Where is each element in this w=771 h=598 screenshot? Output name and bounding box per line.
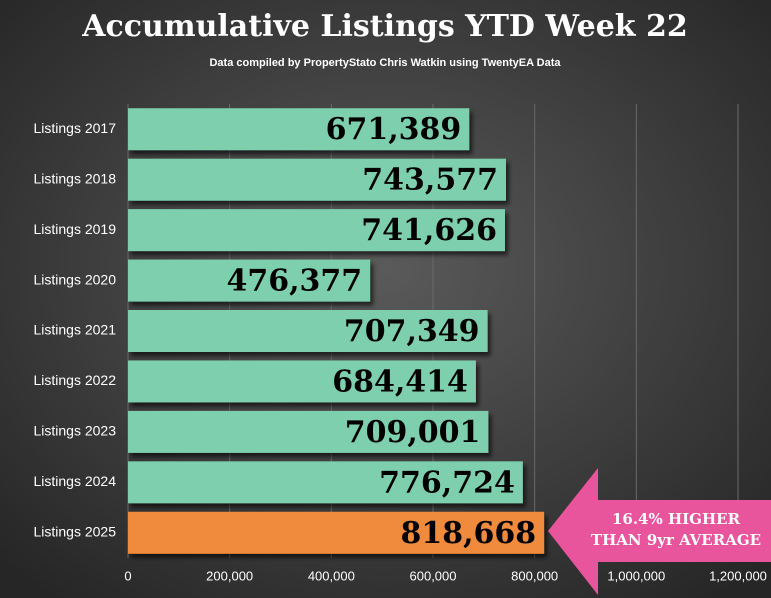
bar [128,410,489,453]
chart-subtitle: Data compiled by PropertyStato Chris Wat… [209,57,561,69]
bar [128,360,476,403]
data-label: 743,577 [362,163,498,198]
x-tick-label: 1,000,000 [607,568,665,583]
chart-title: Accumulative Listings YTD Week 22 [81,9,688,44]
data-label: 741,626 [361,213,497,248]
data-label: 684,414 [332,364,468,399]
x-tick-label: 600,000 [410,568,457,583]
x-tick-label: 200,000 [206,568,253,583]
x-tick-label: 1,200,000 [709,568,767,583]
x-tick-label: 0 [124,568,131,583]
data-label: 709,001 [345,415,481,450]
bar [128,310,488,352]
bar [128,259,371,302]
annotation-text: THAN 9yr AVERAGE [591,531,761,549]
bar [128,209,505,252]
annotation-text: 16.4% HIGHER [612,510,741,528]
y-tick-label: Listings 2021 [33,322,116,338]
y-tick-label: Listings 2024 [33,473,116,489]
annotation: 16.4% HIGHER THAN 9yr AVERAGE [548,468,771,595]
bar [128,461,523,504]
y-tick-label: Listings 2020 [33,271,116,287]
annotation-arrow [548,468,771,595]
y-tick-label: Listings 2023 [33,423,116,439]
x-tick-label: 800,000 [511,568,558,583]
plot-area: 0 200,000 400,000 600,000 800,000 1,000,000 1,… [33,104,767,583]
data-label: 476,377 [226,264,362,299]
y-tick-label: Listings 2019 [33,221,116,237]
bar [128,108,470,151]
data-label: 671,389 [326,112,462,147]
y-tick-label: Listings 2017 [33,120,116,136]
y-tick-label: Listings 2025 [33,523,116,539]
bar [128,158,506,201]
bar [128,511,545,554]
y-tick-label: Listings 2018 [33,170,116,186]
data-label: 707,349 [344,314,480,349]
x-tick-label: 400,000 [308,568,355,583]
data-label: 776,724 [379,465,515,500]
y-tick-label: Listings 2022 [33,372,116,388]
data-label: 818,668 [400,516,536,551]
